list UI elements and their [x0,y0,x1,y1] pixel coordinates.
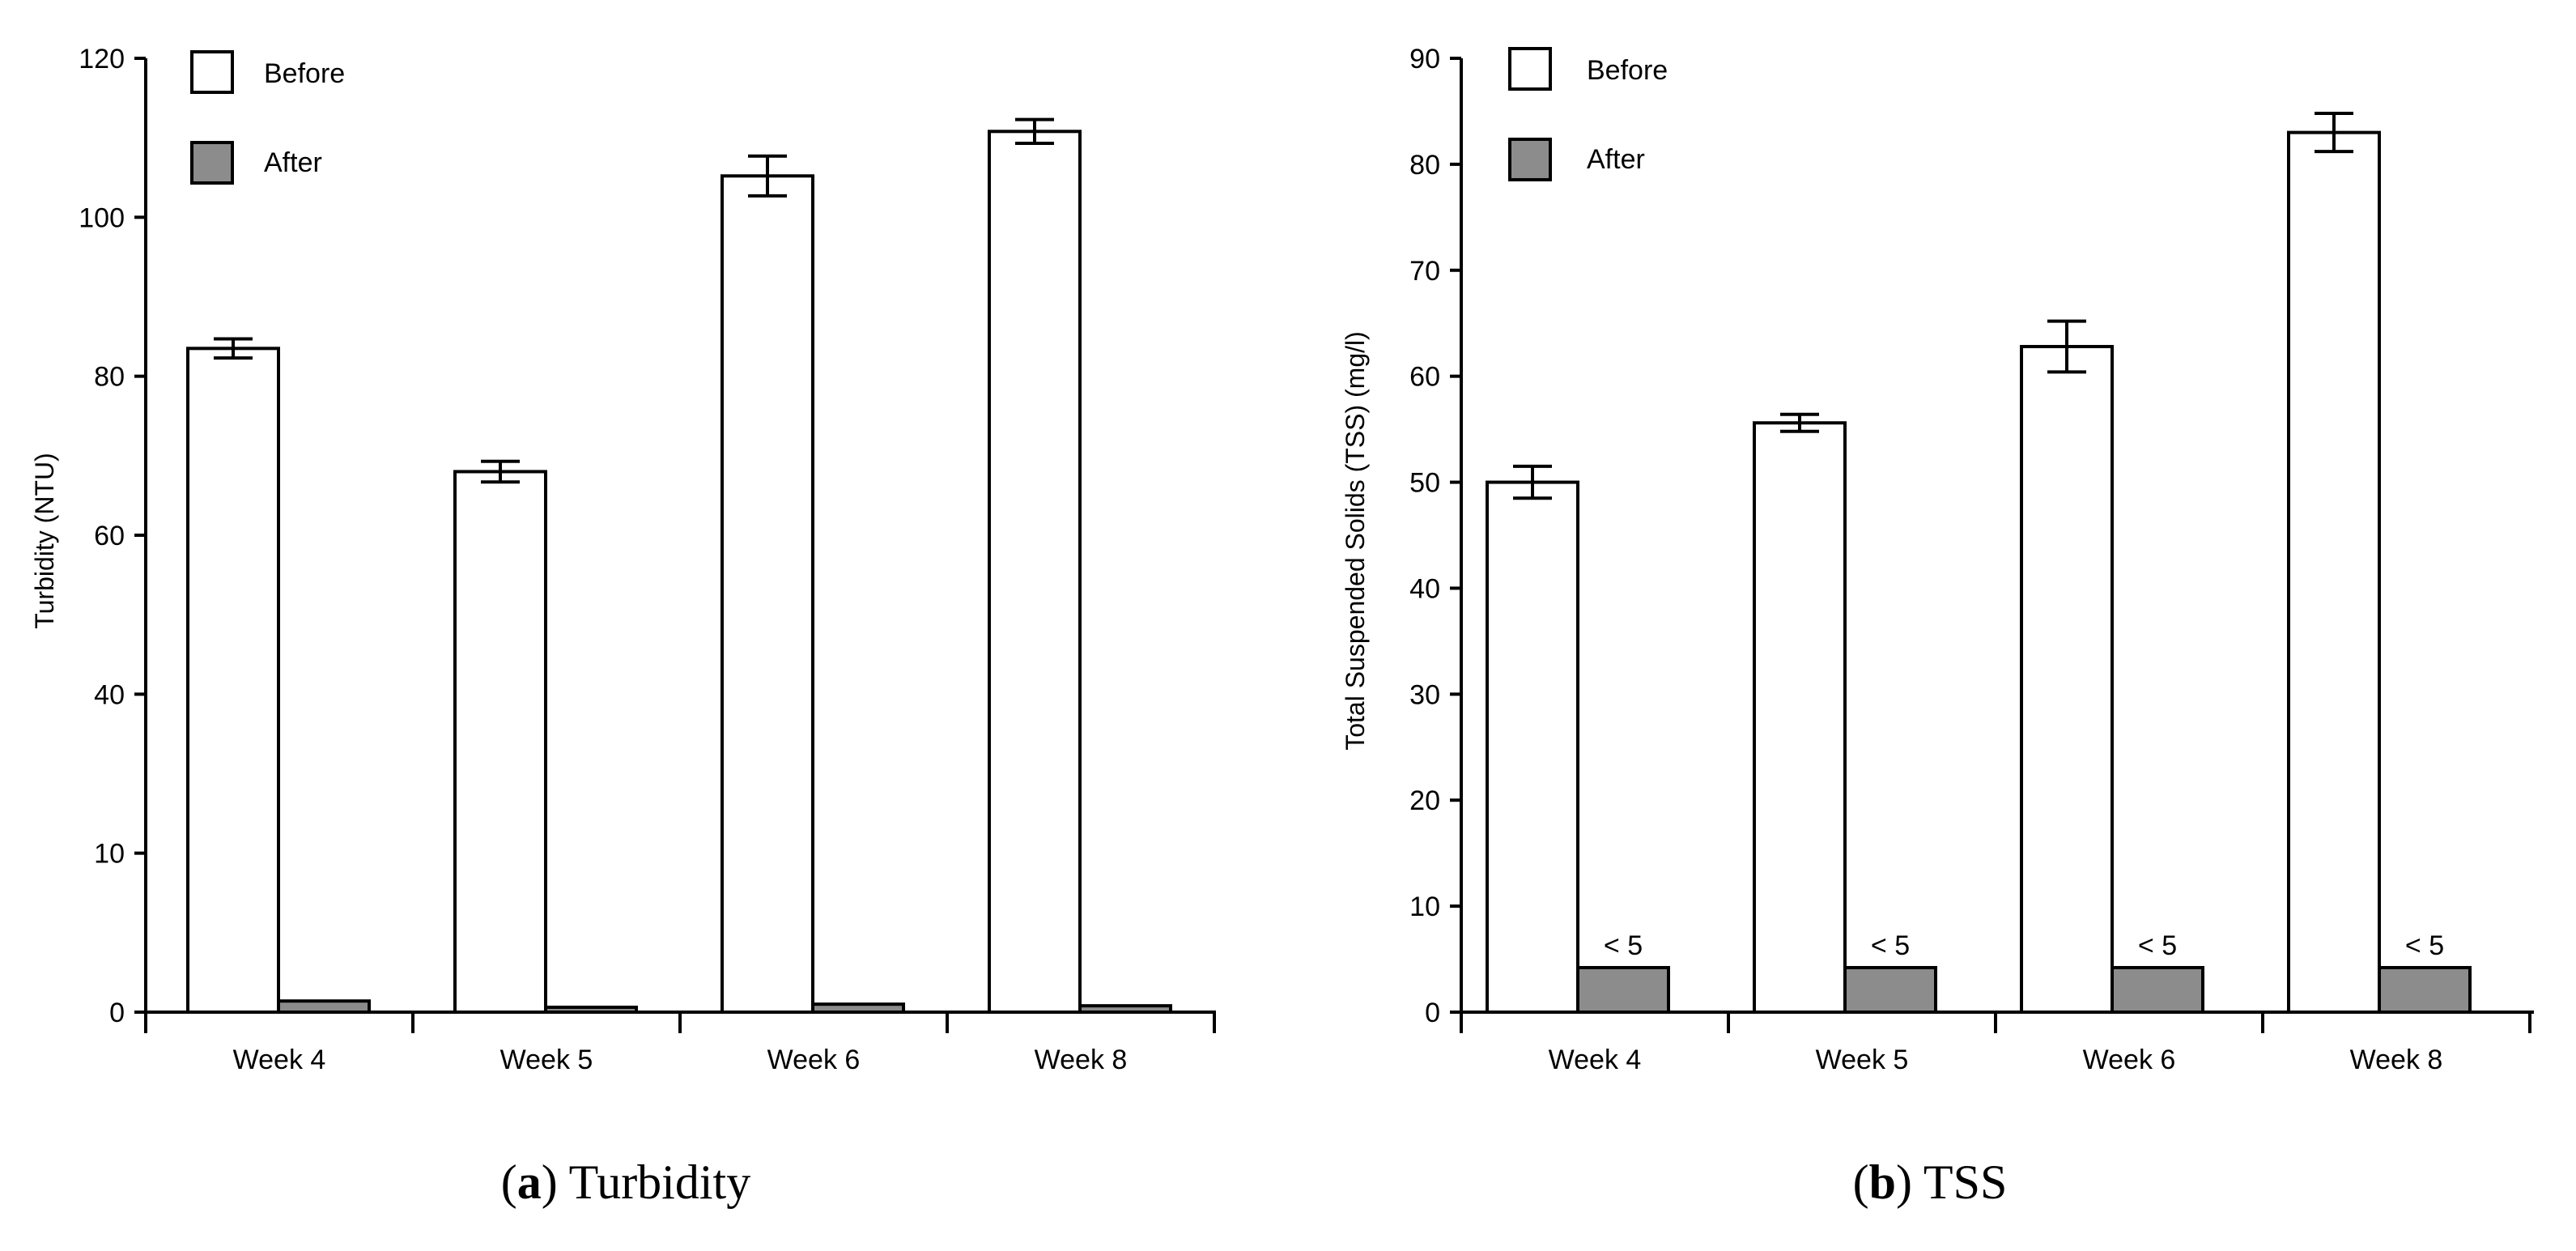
bar-annotation: < 5 [2138,930,2177,961]
legend-after-swatch [1508,138,1552,181]
bar-annotation: < 5 [1871,930,1910,961]
turbidity-bars [186,117,1172,1015]
bar-before [2020,345,2114,1015]
x-tick-label: Week 8 [1035,1045,1128,1075]
y-tick-label: 70 [1409,256,1440,287]
y-tick-label: 10 [1409,891,1440,922]
legend-before-swatch [190,50,234,94]
y-tick-label: 60 [1409,362,1440,393]
tss-caption: (b) TSS [1853,1155,2008,1209]
turbidity-y-axis-title: Turbidity (NTU) [30,453,59,628]
turbidity-legend: Before After [190,50,345,185]
bar-before [1486,480,1579,1014]
bar-after [811,1002,905,1015]
bar-after [1078,1004,1172,1014]
tss-legend: Before After [1508,47,1668,181]
bar-annotation: < 5 [1604,930,1643,961]
bar-before [453,470,547,1014]
bar-after [2378,966,2472,1014]
turbidity-axes: 0 10 40 60 80 100 120 Week 4 Week 5 Week 6 Week 8 [79,44,1216,1075]
bar-before [2287,130,2381,1015]
legend-before-swatch [1508,47,1552,91]
bar-before [721,174,814,1015]
y-tick-label: 30 [1409,679,1440,710]
y-tick-label: 80 [94,362,125,393]
y-tick-label: 60 [94,521,125,551]
bar-annotation: < 5 [2405,930,2444,961]
legend-after-swatch [190,141,234,185]
legend-after-label: After [264,147,322,178]
bar-after [1843,966,1937,1014]
y-tick-label: 100 [79,202,125,233]
y-tick-label: 40 [1409,573,1440,604]
tss-y-axis-title: Total Suspended Solids (TSS) (mg/l) [1341,331,1370,751]
tss-bars: < 5 < 5 < 5 < 5 [1486,112,2472,1015]
y-tick-label: 10 [94,839,125,870]
y-tick-label: 120 [79,44,125,74]
legend-after-label: After [1587,144,1645,175]
bar-after [1576,966,1670,1014]
bar-after [277,999,371,1015]
bar-after [2111,966,2204,1014]
x-tick-label: Week 4 [233,1045,326,1075]
bar-after [544,1006,638,1014]
bar-before [988,130,1082,1014]
tss-panel: 0 10 20 30 40 50 60 70 80 90 Week 4 Week 5 Week 6 Wee… [1341,44,2534,1209]
y-tick-label: 50 [1409,468,1440,499]
bar-before [1753,421,1847,1014]
y-tick-label: 0 [1425,998,1440,1028]
x-tick-label: Week 5 [500,1045,593,1075]
x-tick-label: Week 6 [2083,1045,2176,1075]
legend-before-label: Before [1587,55,1668,86]
y-tick-label: 0 [109,998,125,1028]
x-tick-label: Week 5 [1816,1045,1909,1075]
y-tick-label: 90 [1409,44,1440,74]
y-tick-label: 20 [1409,785,1440,816]
bar-before [186,347,280,1014]
turbidity-caption: (a) Turbidity [501,1155,750,1209]
x-tick-label: Week 4 [1549,1045,1642,1075]
legend-before-label: Before [264,58,345,89]
x-tick-label: Week 6 [767,1045,861,1075]
y-tick-label: 80 [1409,150,1440,181]
x-tick-label: Week 8 [2350,1045,2443,1075]
y-tick-label: 40 [94,679,125,710]
